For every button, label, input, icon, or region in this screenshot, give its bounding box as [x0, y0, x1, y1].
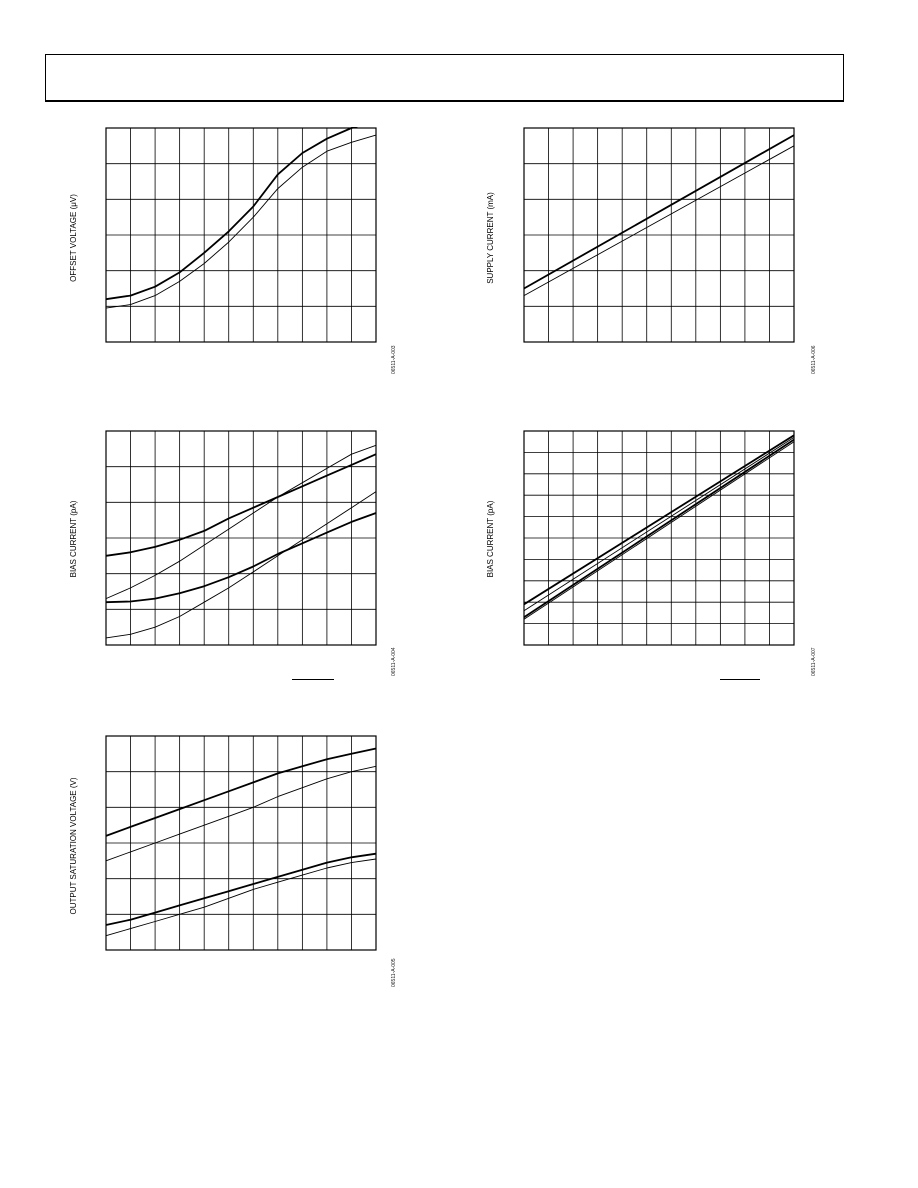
series-line-1 — [523, 134, 795, 290]
series-line-1 — [105, 127, 359, 301]
series-line-2 — [105, 134, 377, 309]
plot-frame — [523, 430, 795, 646]
chart-2-supply-current — [523, 127, 795, 343]
chart-1-ylabel: OFFSET VOLTAGE (μV) — [69, 194, 78, 282]
chart-2-fig-id: 06511-A-006 — [811, 345, 817, 374]
series-line-4 — [105, 858, 377, 937]
chart-5-fig-id: 06511-A-005 — [391, 958, 397, 987]
series-line-2 — [105, 444, 377, 600]
plot-frame — [105, 735, 377, 951]
series-line-2 — [523, 437, 795, 612]
series-line-4 — [105, 491, 377, 639]
chart-4-fig-id: 06511-A-007 — [811, 647, 817, 676]
chart-1-offset-voltage — [105, 127, 377, 343]
series-line-3 — [105, 512, 377, 604]
chart-4-ylabel: BIAS CURRENT (pA) — [486, 500, 495, 578]
series-line-1 — [523, 434, 795, 606]
chart-4-bias-current — [523, 430, 795, 646]
series-line-3 — [105, 852, 377, 926]
series-line-2 — [523, 145, 795, 296]
chart-1-fig-id: 06511-A-003 — [391, 345, 397, 374]
plot-frame — [105, 430, 377, 646]
chart-5-output-saturation — [105, 735, 377, 951]
plot-frame — [105, 127, 377, 343]
chart-4-scale-bar — [720, 679, 760, 680]
chart-3-scale-bar — [292, 679, 334, 680]
chart-5-ylabel: OUTPUT SATURATION VOLTAGE (V) — [69, 777, 78, 915]
series-line-2 — [105, 765, 377, 862]
series-line-1 — [105, 747, 377, 837]
series-line-4 — [523, 441, 795, 620]
chart-3-bias-current — [105, 430, 377, 646]
series-line-3 — [523, 438, 795, 618]
series-line-1 — [105, 453, 377, 557]
plot-frame — [523, 127, 795, 343]
page-header-box — [45, 54, 844, 102]
chart-3-fig-id: 06511-A-004 — [391, 647, 397, 676]
chart-3-ylabel: BIAS CURRENT (pA) — [69, 500, 78, 578]
chart-2-ylabel: SUPPLY CURRENT (mA) — [486, 192, 495, 284]
